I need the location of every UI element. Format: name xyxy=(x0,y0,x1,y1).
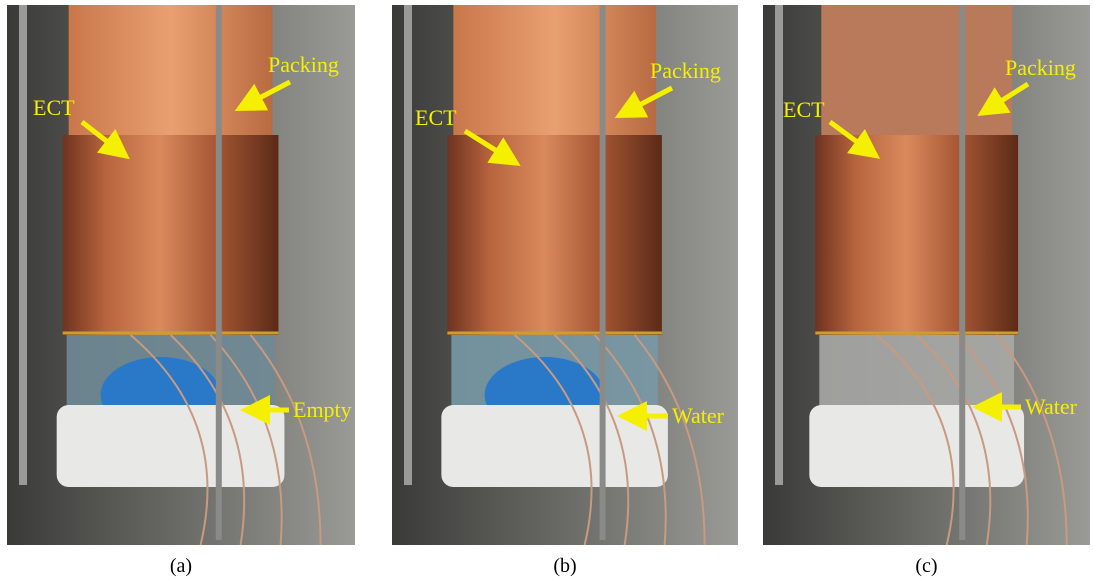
ect-label: ECT xyxy=(415,105,457,130)
base-flange xyxy=(57,405,285,487)
ect-label: ECT xyxy=(33,95,75,120)
panel-caption: (b) xyxy=(553,555,576,577)
packing-column xyxy=(69,5,273,140)
frame-rod xyxy=(775,5,783,485)
photo-panel: ECT Packing Water (c) xyxy=(763,5,1090,577)
packing-label: Packing xyxy=(650,58,721,83)
frame-rod xyxy=(404,5,412,485)
packing-label: Packing xyxy=(1005,55,1076,80)
frame-rod xyxy=(19,5,27,485)
copper-electrode xyxy=(63,135,279,335)
lower-label: Empty xyxy=(293,397,352,422)
threaded-rod xyxy=(959,5,965,540)
photo-panel: ECT Packing Water (b) xyxy=(392,5,738,577)
figure: ECT Packing Empty (a) ECT Packing Water (b) ECT P… xyxy=(0,0,1094,581)
threaded-rod xyxy=(216,5,222,540)
lower-label: Water xyxy=(672,403,725,428)
photo-panel: ECT Packing Empty (a) xyxy=(7,5,355,577)
packing-column xyxy=(821,5,1012,140)
copper-electrode xyxy=(447,135,662,335)
packing-label: Packing xyxy=(268,52,339,77)
panel-caption: (a) xyxy=(170,555,192,577)
threaded-rod xyxy=(600,5,606,540)
base-flange xyxy=(809,405,1024,487)
copper-electrode xyxy=(815,135,1018,335)
packing-column xyxy=(453,5,656,140)
panel-caption: (c) xyxy=(915,555,937,577)
lower-label: Water xyxy=(1025,394,1078,419)
ect-label: ECT xyxy=(783,97,825,122)
